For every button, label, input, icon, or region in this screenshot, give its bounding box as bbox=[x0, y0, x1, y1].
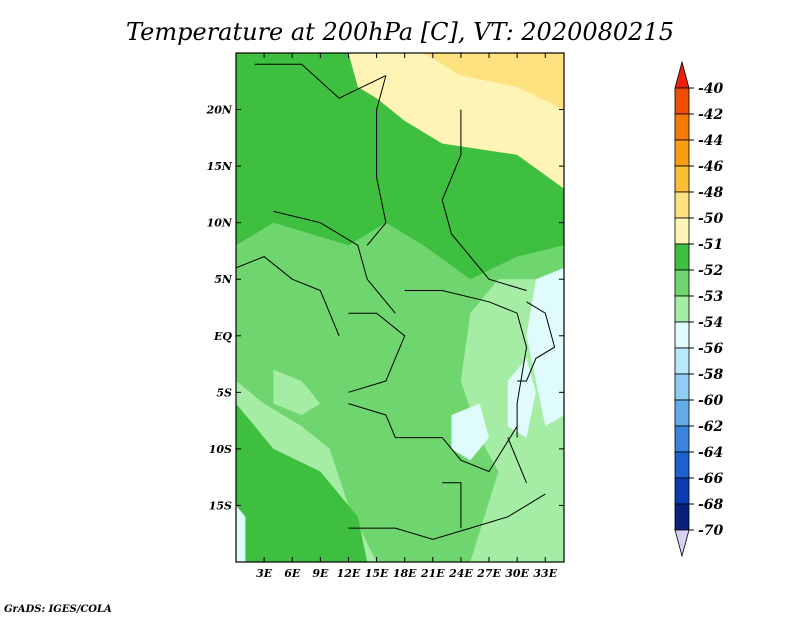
x-tick-label: 33E bbox=[533, 567, 557, 580]
y-tick-label: EQ bbox=[213, 330, 232, 343]
x-tick-label: 3E bbox=[256, 567, 273, 580]
y-tick-label: 15N bbox=[207, 160, 233, 173]
colorbar-label: -70 bbox=[698, 523, 724, 539]
y-axis: 20N 15N 10N 5N EQ 5S 10S 15S bbox=[206, 104, 564, 512]
colorbar-swatch bbox=[674, 295, 690, 323]
y-tick-label: 5N bbox=[214, 273, 233, 286]
border-line bbox=[348, 493, 546, 540]
x-tick-label: 24E bbox=[448, 567, 473, 580]
chart-title: Temperature at 200hPa [C], VT: 202008021… bbox=[126, 18, 674, 46]
colorbar-swatch bbox=[674, 399, 690, 427]
x-tick-label: 21E bbox=[420, 567, 445, 580]
credit-text: GrADS: IGES/COLA bbox=[4, 604, 112, 615]
colorbar-cap-top bbox=[674, 60, 690, 89]
border-line bbox=[507, 437, 527, 483]
colorbar-label: -40 bbox=[698, 81, 724, 97]
field-region-m56 bbox=[507, 358, 536, 438]
colorbar-swatch bbox=[674, 321, 690, 349]
colorbar-label: -64 bbox=[698, 445, 723, 461]
y-tick-label: 5S bbox=[216, 386, 232, 399]
colorbar-swatch bbox=[674, 373, 690, 401]
colorbar-swatch bbox=[674, 87, 690, 115]
country-borders bbox=[235, 63, 556, 540]
colorbar-swatch bbox=[674, 191, 690, 219]
colorbar-swatch bbox=[674, 113, 690, 141]
colorbar-label: -60 bbox=[698, 393, 724, 409]
y-tick-label: 20N bbox=[206, 104, 233, 117]
colorbar-swatch bbox=[674, 243, 690, 271]
colorbar-swatch bbox=[674, 451, 690, 479]
y-tick-label: 10N bbox=[207, 217, 233, 230]
colorbar-swatch bbox=[674, 503, 690, 531]
colorbar-label: -53 bbox=[698, 289, 724, 305]
x-axis: 3E 6E 9E 12E 15E 18E 21E 24E 27E 30E 33E bbox=[256, 53, 558, 580]
colorbar: -40 -42 -44 -46 -48 -50 -51 -52 -53 -54 -56 -58 -60 -… bbox=[674, 60, 724, 558]
x-tick-label: 15E bbox=[365, 567, 389, 580]
border-line bbox=[235, 256, 340, 336]
colorbar-label: -51 bbox=[698, 237, 723, 253]
border-line bbox=[404, 290, 528, 438]
x-tick-label: 9E bbox=[312, 567, 329, 580]
x-tick-label: 6E bbox=[284, 567, 301, 580]
colorbar-label: -56 bbox=[698, 341, 724, 357]
colorbar-swatch bbox=[674, 269, 690, 297]
colorbar-label: -46 bbox=[698, 159, 724, 175]
border-line bbox=[348, 403, 518, 473]
colorbar-swatch bbox=[674, 425, 690, 453]
field-region-m52 bbox=[236, 403, 368, 562]
border-line bbox=[273, 210, 396, 314]
plot-frame bbox=[235, 52, 565, 563]
map-field bbox=[236, 53, 564, 562]
colorbar-cap-bottom bbox=[674, 529, 690, 558]
border-line bbox=[442, 482, 462, 529]
colorbar-label: -50 bbox=[698, 211, 724, 227]
y-tick-label: 15S bbox=[209, 499, 232, 512]
field-region-m50 bbox=[423, 53, 564, 110]
colorbar-label: -54 bbox=[698, 315, 723, 331]
y-tick-label: 10S bbox=[209, 443, 232, 456]
colorbar-swatch bbox=[674, 217, 690, 245]
colorbar-label: -44 bbox=[698, 133, 723, 149]
border-line bbox=[254, 63, 387, 99]
colorbar-swatch bbox=[674, 347, 690, 375]
field-region-m56 bbox=[451, 403, 489, 461]
border-line bbox=[441, 109, 527, 291]
colorbar-label: -58 bbox=[698, 367, 724, 383]
colorbar-label: -62 bbox=[698, 419, 724, 435]
colorbar-label: -48 bbox=[698, 185, 724, 201]
colorbar-label: -66 bbox=[698, 471, 724, 487]
colorbar-label: -68 bbox=[698, 497, 724, 513]
colorbar-swatch bbox=[674, 165, 690, 193]
border-line bbox=[366, 75, 387, 246]
x-tick-label: 30E bbox=[505, 567, 529, 580]
field-region-m51 bbox=[348, 53, 564, 189]
colorbar-label: -42 bbox=[698, 107, 724, 123]
colorbar-swatch bbox=[674, 477, 690, 505]
x-tick-label: 27E bbox=[476, 567, 501, 580]
colorbar-label: -52 bbox=[698, 263, 724, 279]
colorbar-swatch bbox=[674, 139, 690, 167]
x-tick-label: 12E bbox=[337, 567, 361, 580]
x-tick-label: 18E bbox=[393, 567, 417, 580]
field-region-m56 bbox=[236, 505, 246, 562]
border-line bbox=[348, 312, 406, 393]
field-region-m54 bbox=[273, 369, 321, 415]
border-line bbox=[517, 301, 556, 382]
